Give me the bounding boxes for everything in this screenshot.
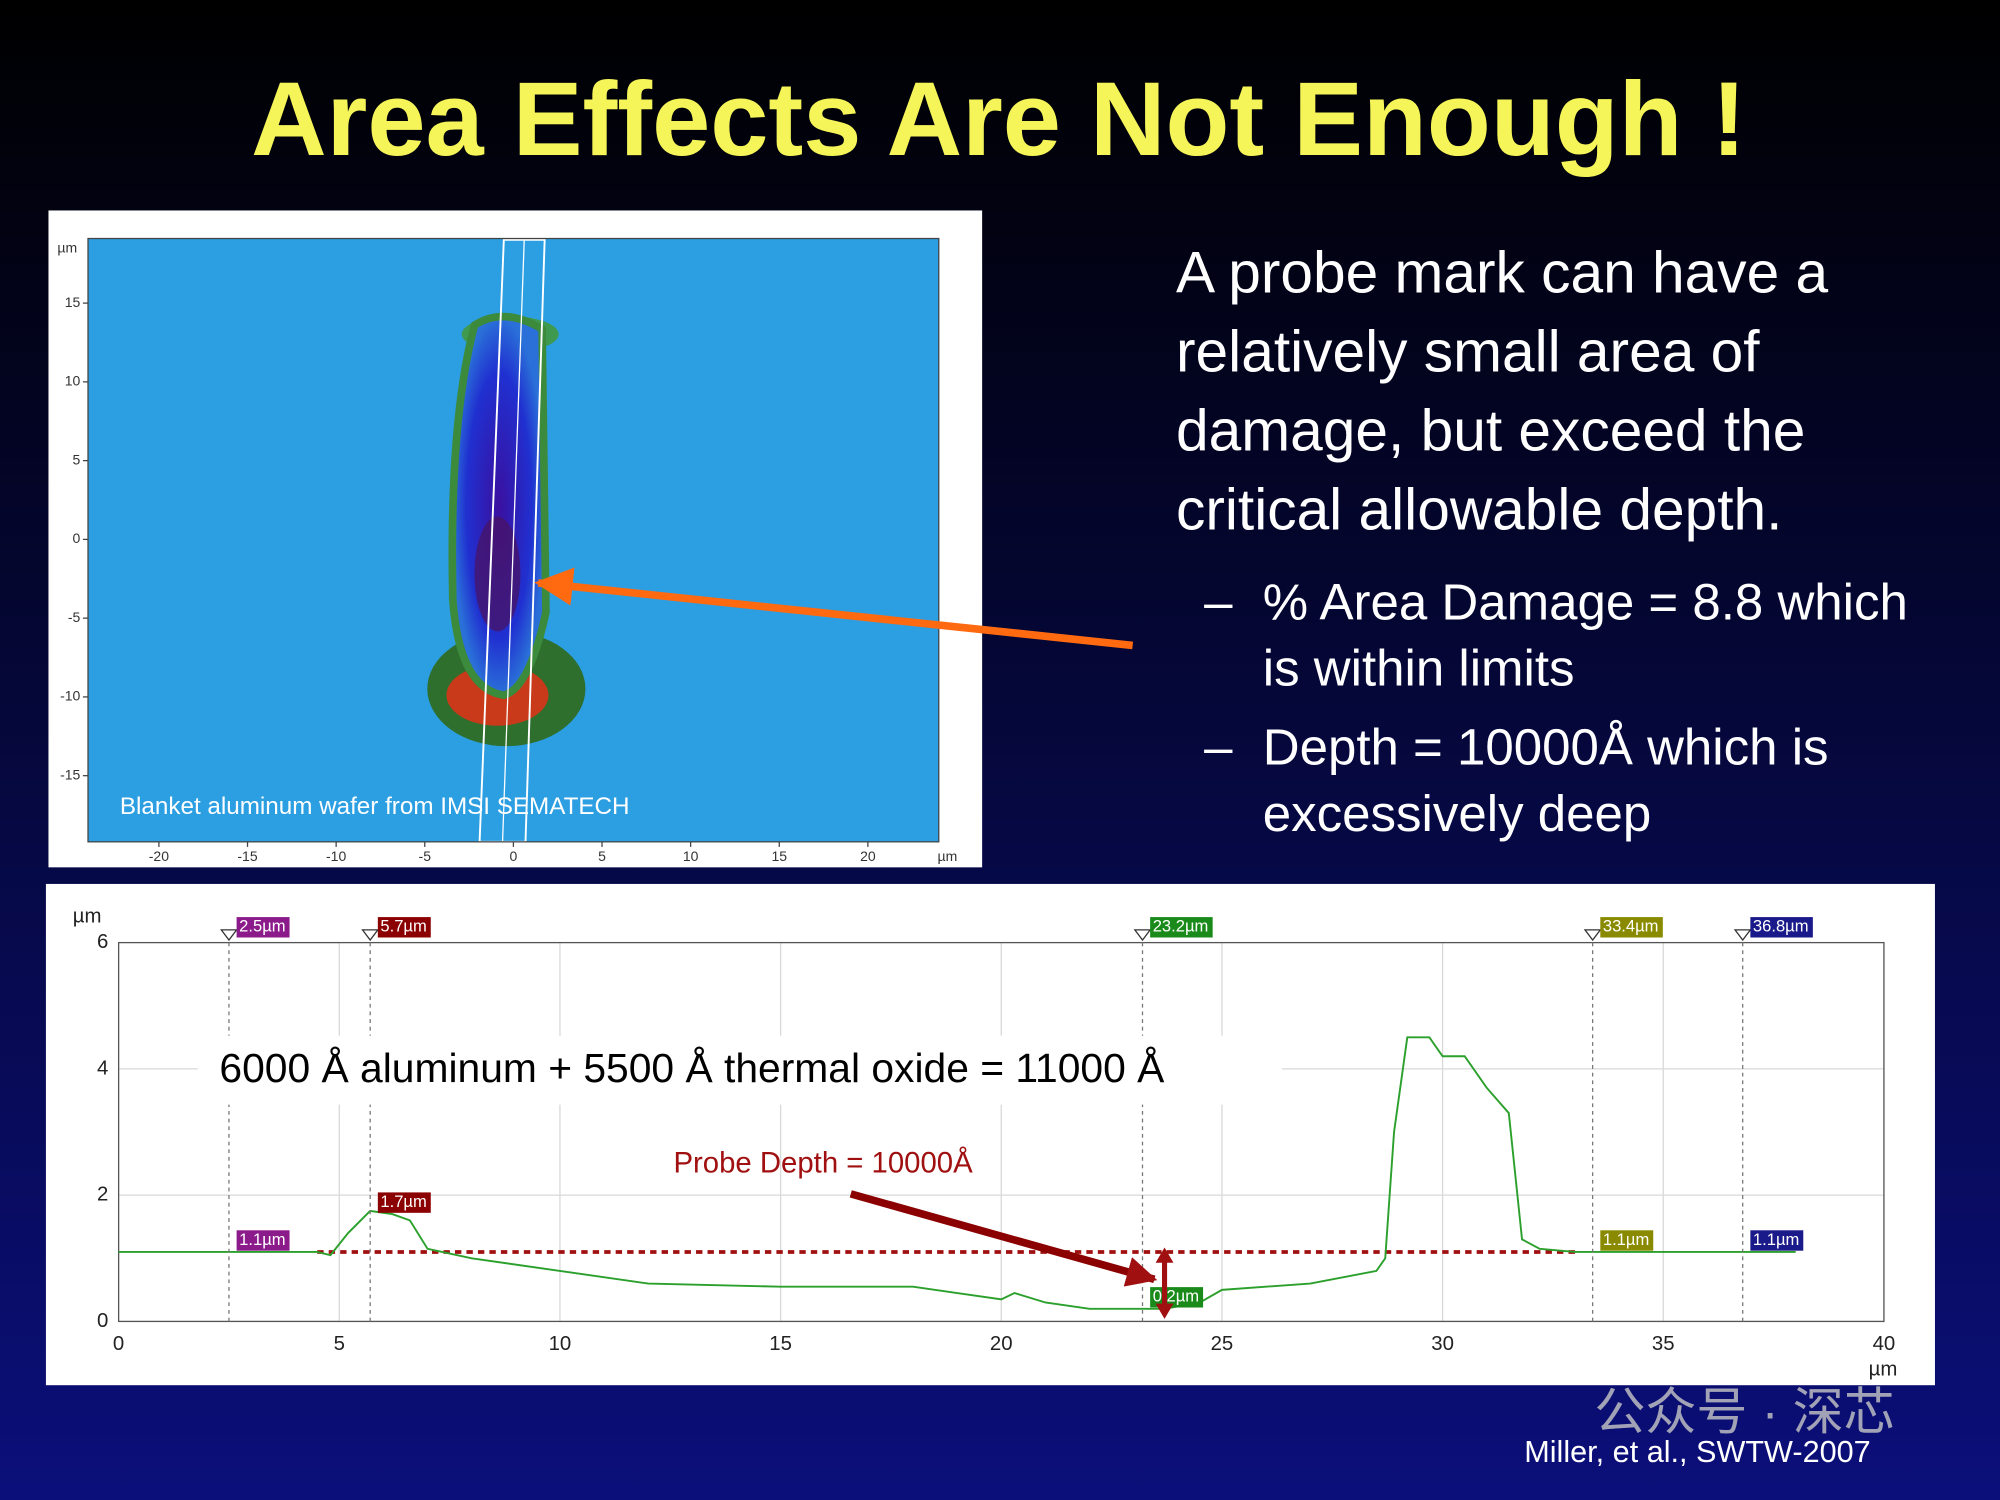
cursor-y-label-bg xyxy=(377,1192,431,1213)
probe-label: Probe Depth = 10000Å xyxy=(673,1146,973,1179)
bullet-line: A probe mark can have a xyxy=(1176,240,1828,305)
citation: Miller, et al., SWTW-2007 xyxy=(1524,1435,1870,1469)
y-tick-label: 2 xyxy=(97,1184,108,1206)
x-tick-label: 0 xyxy=(509,848,517,864)
x-unit: µm xyxy=(1869,1358,1898,1380)
y-unit: µm xyxy=(73,905,102,927)
bullet-line: % Area Damage = 8.8 which xyxy=(1263,573,1908,630)
x-tick-label: 30 xyxy=(1431,1333,1454,1355)
y-tick-label: 15 xyxy=(65,294,81,310)
watermark: 公众号 · 深芯 xyxy=(1594,1383,1894,1440)
y-tick-label: 4 xyxy=(97,1057,108,1079)
bullet-line: damage, but exceed the xyxy=(1176,398,1805,463)
bullet-line: relatively small area of xyxy=(1176,319,1760,384)
x-tick-label: 10 xyxy=(683,848,699,864)
cursor-x-label-bg xyxy=(1600,917,1663,938)
chart-frame xyxy=(45,883,1935,1386)
y-tick-label: 0 xyxy=(73,530,81,546)
y-tick-label: 10 xyxy=(65,373,81,389)
y-tick-label: -15 xyxy=(60,766,80,782)
bullets: A probe mark can have a relatively small … xyxy=(1176,240,1908,842)
y-tick-label: 0 xyxy=(97,1310,108,1332)
cursor-x-label: 36.8µm xyxy=(1753,917,1809,936)
bullet-line: Depth = 10000Å which is xyxy=(1263,719,1829,776)
y-tick-label: 6 xyxy=(97,931,108,953)
cursor-x-label: 2.5µm xyxy=(239,917,285,936)
annotation-box xyxy=(197,1035,1282,1105)
x-tick-label: 0 xyxy=(113,1333,124,1355)
x-tick-label: 15 xyxy=(771,848,787,864)
y-unit: µm xyxy=(57,239,77,255)
title: Area Effects Are Not Enough ! xyxy=(251,61,1746,178)
cursor-handle xyxy=(361,929,380,942)
annotation: 6000 Å aluminum + 5500 Å thermal oxide =… xyxy=(219,1045,1165,1091)
cursor-x-label-bg xyxy=(1150,917,1213,938)
cursor-x-label-bg xyxy=(377,917,431,938)
cursor-y-label-bg xyxy=(1750,1230,1804,1251)
cursor-handle xyxy=(1733,929,1752,942)
x-tick-label: -15 xyxy=(237,848,257,864)
cursor-handle xyxy=(1583,929,1602,942)
cursor-y-label-bg xyxy=(1600,1230,1654,1251)
x-tick-label: -5 xyxy=(419,848,432,864)
bullet-line: critical allowable depth. xyxy=(1176,478,1782,543)
bullet-marker: – xyxy=(1204,573,1233,630)
x-tick-label: 5 xyxy=(334,1333,345,1355)
cursor-x-label: 5.7µm xyxy=(380,917,426,936)
pointer-arrow xyxy=(534,567,1134,650)
cursor-x-label-bg xyxy=(1750,917,1813,938)
bullet-line: is within limits xyxy=(1263,640,1575,697)
x-tick-label: 35 xyxy=(1652,1333,1675,1355)
cursor-y-label: 1.1µm xyxy=(239,1230,285,1249)
cursor-y-label: 0.2µm xyxy=(1153,1287,1199,1306)
cursor-x-label: 33.4µm xyxy=(1603,917,1659,936)
x-tick-label: 40 xyxy=(1873,1333,1896,1355)
x-tick-label: 15 xyxy=(769,1333,792,1355)
y-tick-label: -5 xyxy=(68,609,81,625)
cursor-handle xyxy=(1133,929,1152,942)
image xyxy=(88,238,939,843)
cursor-y-label: 1.1µm xyxy=(1753,1230,1799,1249)
chart: 0 5 10 15 20 25 30 35 40 0 2 4 6 µm µm 2.5µm 1.1µm 5.7µm 1… xyxy=(73,905,1898,1380)
cursor-handle xyxy=(220,929,238,942)
image-caption: Blanket aluminum wafer from IMSI SEMATEC… xyxy=(120,793,630,820)
cursor-x-label: 23.2µm xyxy=(1153,917,1209,936)
bullet-marker: – xyxy=(1204,719,1233,776)
cursor-y-label: 1.7µm xyxy=(380,1192,426,1211)
depth-arrow-heads xyxy=(1155,1247,1174,1319)
x-tick-label: 20 xyxy=(860,848,876,864)
bullet-line: excessively deep xyxy=(1263,785,1652,842)
probe-arrow xyxy=(849,1190,1158,1287)
x-tick-label: 25 xyxy=(1211,1333,1234,1355)
cursor-x-label-bg xyxy=(236,917,290,938)
profile-line xyxy=(118,1036,1796,1310)
x-tick-label: -10 xyxy=(326,848,346,864)
cursor-y-label-bg xyxy=(236,1230,290,1251)
x-tick-label: 10 xyxy=(549,1333,572,1355)
y-tick-label: 5 xyxy=(73,451,81,467)
cursor-y-label: 1.1µm xyxy=(1603,1230,1649,1249)
y-tick-label: -10 xyxy=(60,688,80,704)
x-tick-label: 5 xyxy=(598,848,606,864)
image-axes: -20 -15 -10 -5 0 5 10 15 20 15 10 5 0 -5 -10 -15 µm µm xyxy=(57,237,958,864)
x-unit: µm xyxy=(938,848,958,864)
x-tick-label: 20 xyxy=(990,1333,1013,1355)
x-tick-label: -20 xyxy=(149,848,169,864)
plot-border xyxy=(117,941,1885,1323)
